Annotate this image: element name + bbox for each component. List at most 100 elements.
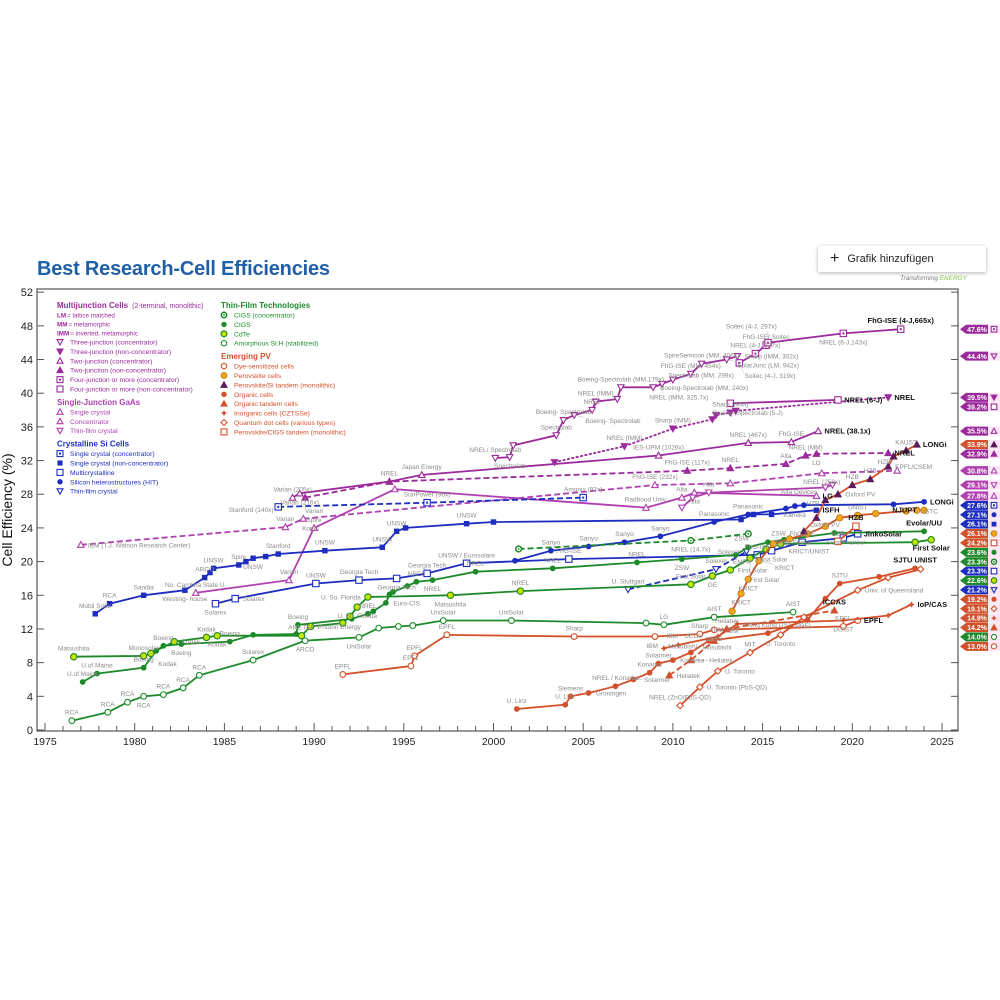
circle-icon (872, 510, 880, 518)
square-icon (250, 555, 256, 561)
badge-value: 14.2% (967, 625, 988, 632)
point-labels: FhG-ISE (4-J,665x) NREL NREL (6-J) NREL (38… (58, 316, 954, 717)
triangle-up-icon (990, 623, 998, 631)
point-label: NIMS (706, 636, 723, 643)
data-point (687, 649, 694, 656)
label-leader-line (150, 653, 158, 661)
point-label: Sanyo (579, 535, 598, 542)
sq-open-marker (990, 403, 998, 411)
data-point (726, 478, 735, 487)
point-label: U. So. Florida (337, 613, 377, 620)
data-point (516, 587, 525, 595)
data-point (402, 525, 409, 531)
legend-item-label: Two-junction (concentrator) (70, 358, 152, 365)
circle-icon (179, 684, 187, 692)
point-label: ARCO (296, 647, 315, 654)
data-point (781, 459, 791, 468)
triangle-up-icon (299, 514, 308, 522)
point-label: Mobil Solar (79, 603, 112, 610)
square-dot-icon (754, 352, 757, 355)
diamond-open-marker (220, 418, 228, 427)
add-chart-button[interactable]: + Grafik hinzufügen (818, 246, 986, 272)
point-label: Solarex (242, 649, 265, 656)
point-label: EMPA (733, 559, 752, 566)
record-badge: 35.5% (960, 426, 1000, 436)
data-point (852, 522, 860, 530)
point-label: LG (660, 614, 669, 621)
series-two-junction-concentrator- (288, 426, 823, 501)
data-point (751, 349, 760, 358)
point-label: GE (708, 582, 718, 589)
square-dot-icon (59, 452, 61, 455)
point-label: KRICT (738, 585, 758, 592)
point-label: RCA (65, 710, 79, 717)
data-point (921, 528, 927, 535)
legend-item-label: Thin-film crystal (70, 428, 118, 435)
point-label: HZB (831, 530, 844, 537)
triangle-up-icon (284, 575, 294, 584)
data-point (884, 573, 893, 582)
point-label: IBM (T.J. Watson Research Center) (88, 542, 190, 549)
circle-icon (346, 612, 354, 621)
data-point (463, 520, 470, 527)
point-label: Boeing (288, 614, 309, 621)
triangle-up-icon (889, 452, 898, 460)
circle-icon (744, 575, 752, 583)
record-badge: 27.8% (960, 491, 1000, 501)
data-point (733, 353, 742, 361)
square-icon (834, 537, 842, 546)
square-icon (853, 530, 862, 538)
circle-icon (710, 613, 718, 621)
circle-icon (297, 631, 306, 640)
point-label: Amonix (92x) (564, 487, 602, 494)
tri-up-fill-marker (990, 450, 998, 457)
circle-icon (655, 660, 662, 667)
badge-value: 26.1% (967, 531, 988, 538)
point-label: Boeing-Spectrolab (MM, 240x) (660, 385, 748, 392)
record-badge: 27.1% (960, 510, 1000, 519)
triangle-down-icon (990, 587, 998, 594)
circle-icon (687, 580, 695, 589)
point-label: NREL (ZnO/PbS-QD) (649, 695, 711, 702)
y-tick-label: 4 (27, 691, 33, 703)
triangle-down-icon (552, 432, 561, 440)
circle-icon (249, 656, 257, 664)
series-si-heterostructure-hit- (512, 498, 927, 564)
badge-value: 26.1% (967, 522, 988, 529)
point-label: EPFL (439, 624, 456, 631)
data-point (890, 501, 897, 508)
triangle-up-icon (901, 446, 911, 454)
point-label: Spectrolab (494, 463, 525, 470)
record-badge: 21.2% (960, 585, 1000, 595)
record-badge: 26.1% (960, 519, 1000, 529)
badge-value: 35.5% (967, 429, 988, 436)
circle-icon (339, 670, 347, 678)
square-icon (262, 553, 269, 560)
circle-icon (991, 596, 997, 602)
square-dot-icon (59, 378, 61, 381)
triangle-up-icon (385, 477, 394, 485)
point-label: IoP/CAS (918, 600, 948, 609)
point-label: NREL (258x) (803, 479, 840, 486)
data-point (799, 526, 808, 535)
series-inorganic-cells-cztsse- (660, 601, 915, 652)
legend-group-title: Emerging PV (221, 352, 271, 361)
point-label: LG (812, 460, 821, 467)
point-label: NREL (14.7x) (671, 547, 710, 554)
triangle-down-icon (726, 409, 735, 417)
circle-icon (355, 633, 363, 641)
diamond-icon (990, 605, 998, 613)
data-point (665, 670, 674, 679)
square-icon (231, 594, 239, 603)
point-label: First Solar (738, 568, 768, 575)
diamond-icon (220, 418, 228, 427)
x-tick-label: 2000 (482, 736, 506, 748)
badge-arrow (960, 402, 988, 412)
circle-icon (927, 535, 935, 544)
circle-icon (687, 649, 694, 656)
point-label: FhG-ISE/ Soitec (743, 334, 791, 341)
data-point (710, 613, 718, 621)
legend-item-label: Quantum dot cells (various types) (234, 420, 335, 427)
circle-icon (339, 619, 347, 627)
triangle-up-icon (683, 466, 692, 474)
